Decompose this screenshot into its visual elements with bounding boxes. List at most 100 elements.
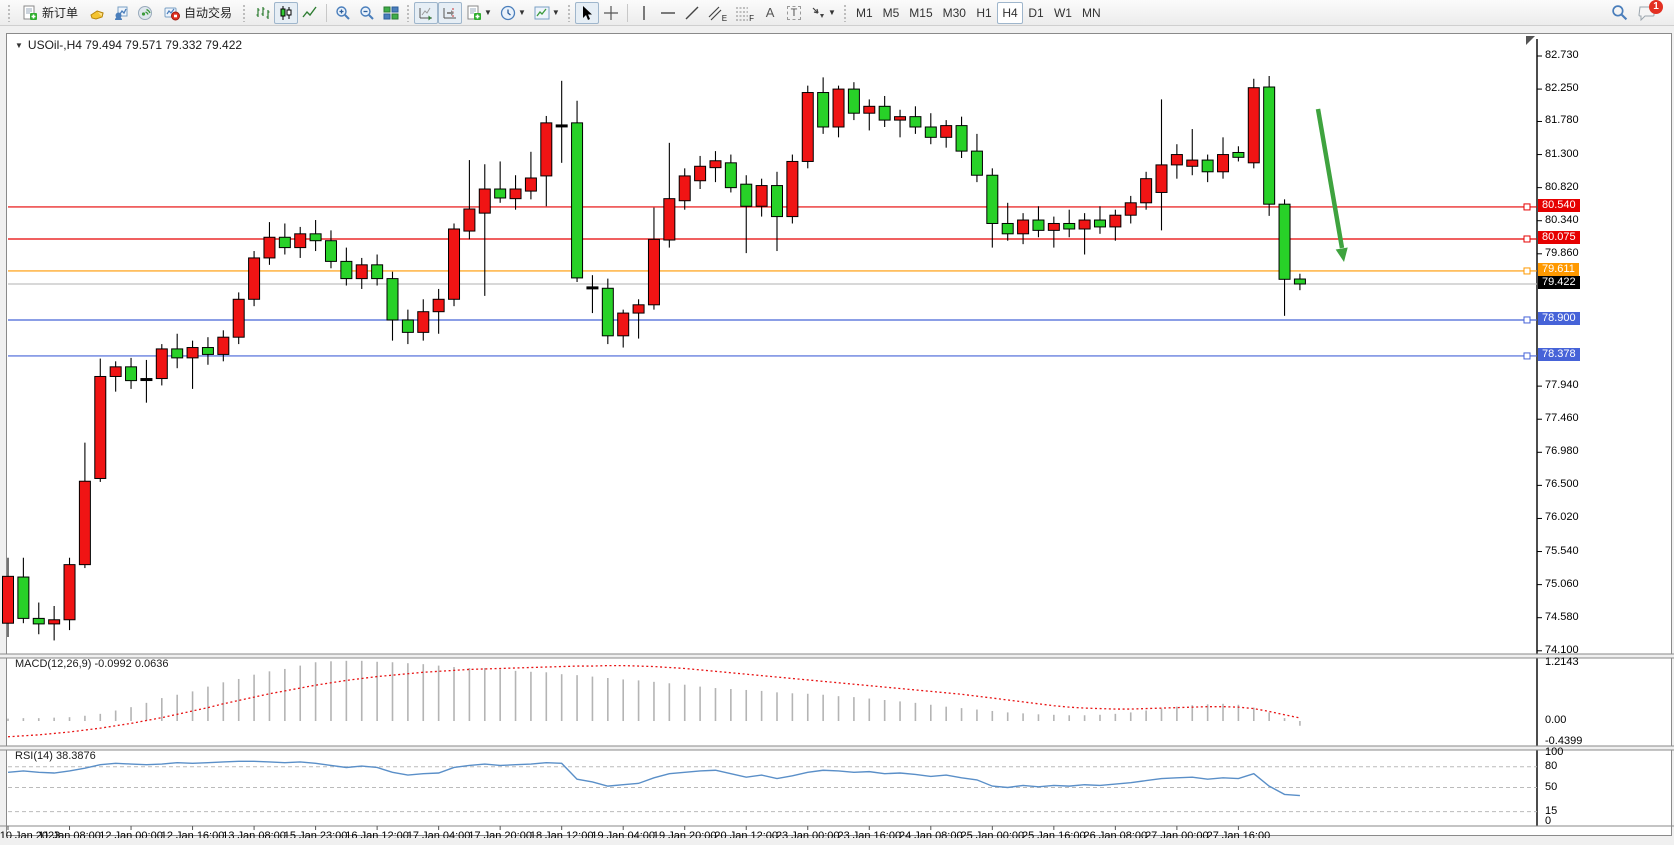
fibonacci-letter: F	[749, 13, 755, 23]
rsi-axis-label: 50	[1545, 780, 1558, 793]
timeframe-button-d1[interactable]: D1	[1028, 5, 1044, 20]
toolbar-grip[interactable]	[566, 3, 572, 22]
level-price-label: 78.900	[1538, 311, 1580, 325]
macd-axis-label: -0.4399	[1545, 735, 1583, 747]
channel-tool-button[interactable]: E	[704, 2, 731, 24]
notifications-button[interactable]: 1	[1638, 0, 1663, 21]
fibonacci-tool-button[interactable]: F	[731, 2, 758, 24]
crosshair-tool-button[interactable]	[599, 2, 623, 24]
autoscroll-icon	[419, 7, 433, 20]
timeframe-button-m30[interactable]: M30	[942, 5, 966, 20]
chart-client-area[interactable]: ▼ USOil-,H4 79.494 79.571 79.332 79.422 …	[0, 33, 1674, 842]
equidistant-channel-icon	[708, 6, 722, 20]
level-price-label: 78.378	[1538, 347, 1580, 361]
chart-shift-button[interactable]	[438, 1, 463, 24]
line-chart-icon	[302, 6, 317, 17]
price-tick: 80.340	[1545, 213, 1579, 226]
price-tick: 77.940	[1545, 379, 1579, 392]
signal-button[interactable]	[133, 2, 157, 24]
timeframe-button-h4[interactable]: H4	[996, 1, 1023, 24]
profile-icon	[115, 6, 128, 20]
new-order-button[interactable]: 新订单	[15, 2, 85, 24]
new-order-icon	[23, 5, 37, 20]
chart-window: ▼ USOil-,H4 79.494 79.571 79.332 79.422 …	[0, 27, 1674, 842]
vertical-line-tool-button[interactable]	[632, 2, 656, 24]
price-tick: 79.860	[1545, 246, 1579, 259]
rsi-label: RSI(14) 38.3876	[15, 750, 96, 762]
price-tick: 82.730	[1545, 49, 1579, 61]
price-tick: 77.460	[1545, 412, 1579, 425]
text-tool-icon: A	[765, 5, 775, 20]
price-tick: 81.300	[1545, 147, 1579, 160]
rsi-axis-label: 15	[1545, 804, 1558, 817]
text-label-icon: T	[786, 5, 802, 20]
bar-chart-icon	[256, 6, 270, 19]
dropdown-arrow-icon: ▼	[484, 8, 492, 17]
horizontal-line-tool-button[interactable]	[656, 2, 680, 24]
collapse-triangle-icon[interactable]: ▼	[15, 40, 23, 50]
timeframe-button-w1[interactable]: W1	[1053, 5, 1072, 20]
price-tick: 76.980	[1545, 445, 1579, 458]
tile-windows-button[interactable]	[379, 2, 403, 24]
journal-button[interactable]	[85, 2, 109, 24]
journal-icon	[90, 9, 104, 20]
price-tick: 81.780	[1545, 114, 1579, 127]
profile-button[interactable]	[109, 2, 133, 24]
candlestick-chart-button[interactable]	[274, 1, 299, 24]
trendline-icon	[685, 6, 699, 19]
level-price-label: 80.540	[1538, 198, 1580, 212]
autotrading-label: 自动交易	[184, 6, 233, 20]
channel-letter: E	[721, 13, 728, 23]
text-tool-button[interactable]: A	[758, 2, 782, 24]
window-bottom-edge	[0, 838, 1674, 845]
macd-axis-label: 1.2143	[1545, 656, 1579, 668]
timeframe-button-m1[interactable]: M1	[855, 5, 873, 20]
zoom-out-button[interactable]	[355, 2, 379, 24]
vertical-line-icon	[643, 5, 645, 20]
chart-canvas	[0, 36, 1674, 830]
notification-badge: 1	[1649, 0, 1663, 14]
template-button[interactable]: ▼	[530, 2, 564, 24]
price-tick: 82.250	[1545, 82, 1579, 95]
toolbar-grip[interactable]	[842, 3, 848, 22]
toolbar-grip[interactable]	[7, 3, 12, 22]
timeframe-button-h1[interactable]: H1	[976, 5, 992, 20]
toolbar: 新订单 自动交易	[0, 0, 1674, 26]
toolbar-grip[interactable]	[406, 3, 412, 22]
price-tick: 74.100	[1545, 643, 1579, 656]
toolbar-separator	[626, 3, 628, 22]
line-chart-button[interactable]	[298, 2, 322, 24]
autotrading-icon	[164, 7, 181, 20]
timeframe-button-m5[interactable]: M5	[882, 5, 900, 20]
zoom-out-icon	[360, 5, 374, 20]
signal-icon	[138, 5, 153, 20]
zoom-in-button[interactable]	[331, 2, 355, 24]
rsi-axis-label: 0	[1545, 815, 1552, 827]
period-button[interactable]: ▼	[496, 2, 530, 24]
bar-chart-button[interactable]	[250, 2, 274, 24]
toolbar-grip[interactable]	[242, 3, 248, 22]
autoscroll-button[interactable]	[414, 1, 439, 24]
price-tick: 75.060	[1545, 577, 1579, 590]
rsi-axis-label: 100	[1545, 746, 1564, 758]
cursor-tool-button[interactable]	[574, 1, 599, 24]
zoom-in-icon	[336, 5, 350, 20]
autotrading-button[interactable]: 自动交易	[157, 2, 239, 24]
macd-axis-label: 0.00	[1545, 714, 1567, 726]
chart-title[interactable]: ▼ USOil-,H4 79.494 79.571 79.332 79.422	[15, 38, 242, 52]
text-label-tool-button[interactable]: T	[782, 2, 806, 24]
dropdown-arrow-icon: ▼	[517, 8, 526, 17]
candlestick-chart-icon	[280, 5, 292, 20]
arrows-tool-button[interactable]: ▼	[806, 2, 840, 24]
timeframe-button-mn[interactable]: MN	[1081, 5, 1101, 20]
timeframe-button-m15[interactable]: M15	[909, 5, 933, 20]
timeframe-group: M1 M5 M15 M30 H1 H4 D1 W1 MN	[851, 1, 1106, 24]
add-indicator-button[interactable]: ▼	[462, 2, 496, 24]
add-indicator-icon	[467, 5, 482, 20]
cursor-icon	[582, 5, 592, 20]
tile-windows-icon	[383, 6, 399, 19]
price-tick: 80.820	[1545, 180, 1579, 193]
search-icon[interactable]	[1611, 4, 1628, 21]
trendline-tool-button[interactable]	[680, 2, 704, 24]
